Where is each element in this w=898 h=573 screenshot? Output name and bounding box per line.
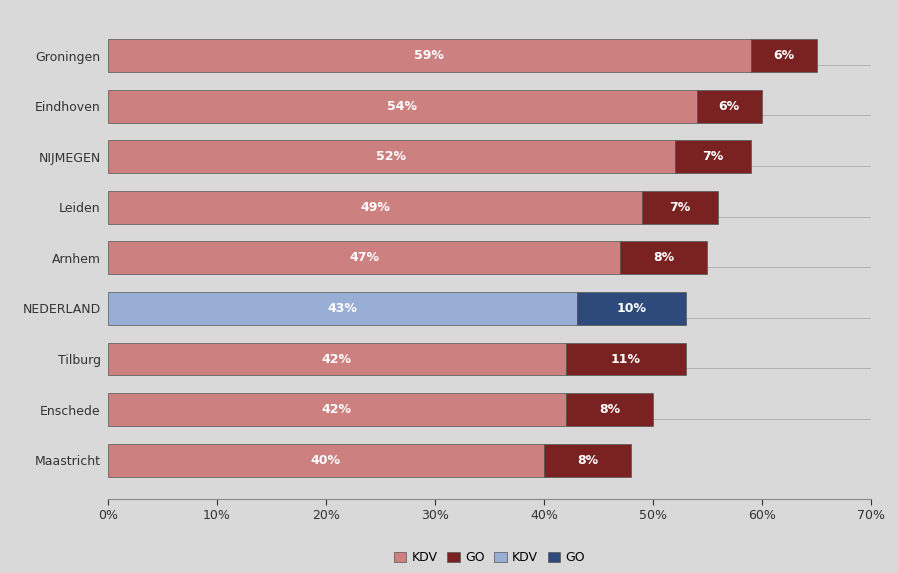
Bar bbox=[566, 343, 686, 375]
Text: 6%: 6% bbox=[773, 49, 795, 62]
Text: 42%: 42% bbox=[321, 352, 352, 366]
Text: 59%: 59% bbox=[415, 49, 445, 62]
Text: 49%: 49% bbox=[360, 201, 390, 214]
Bar bbox=[108, 444, 544, 477]
Text: 7%: 7% bbox=[670, 201, 691, 214]
Bar bbox=[642, 191, 718, 223]
Bar bbox=[674, 140, 751, 173]
Bar bbox=[577, 292, 686, 325]
Bar bbox=[108, 39, 751, 72]
Text: 11%: 11% bbox=[611, 352, 640, 366]
Bar bbox=[108, 393, 566, 426]
Text: 42%: 42% bbox=[321, 403, 352, 416]
Text: 7%: 7% bbox=[702, 150, 724, 163]
Text: 6%: 6% bbox=[718, 100, 740, 112]
Bar bbox=[544, 444, 631, 477]
Bar bbox=[108, 191, 642, 223]
Bar bbox=[751, 39, 816, 72]
Text: 52%: 52% bbox=[376, 150, 406, 163]
Bar bbox=[108, 292, 577, 325]
Text: 8%: 8% bbox=[654, 252, 674, 264]
Bar bbox=[108, 140, 674, 173]
Text: 8%: 8% bbox=[577, 454, 598, 466]
Bar bbox=[108, 241, 621, 274]
Text: 10%: 10% bbox=[616, 302, 647, 315]
Text: 54%: 54% bbox=[387, 100, 418, 112]
Bar bbox=[621, 241, 708, 274]
Text: 47%: 47% bbox=[349, 252, 379, 264]
Bar bbox=[108, 89, 697, 123]
Bar bbox=[566, 393, 653, 426]
Text: 43%: 43% bbox=[327, 302, 357, 315]
Bar bbox=[108, 343, 566, 375]
Legend: KDV, GO, KDV, GO: KDV, GO, KDV, GO bbox=[389, 546, 590, 569]
Text: 8%: 8% bbox=[599, 403, 620, 416]
Bar bbox=[697, 89, 762, 123]
Text: 40%: 40% bbox=[311, 454, 341, 466]
